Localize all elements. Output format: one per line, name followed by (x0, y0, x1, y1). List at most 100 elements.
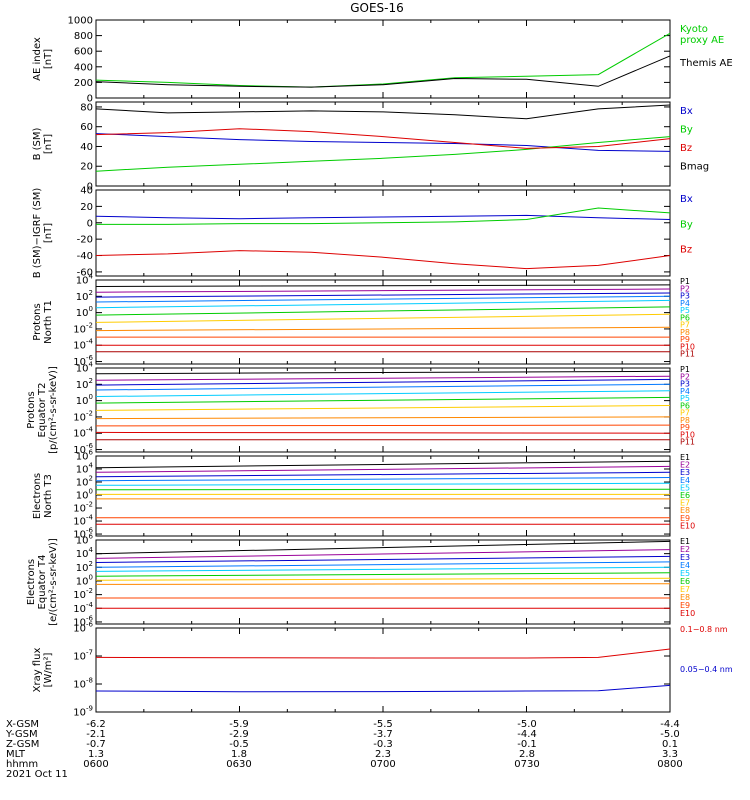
legend-entry: Bx (680, 106, 693, 117)
series-line (95, 540, 671, 555)
y-tick-label: 1000 (68, 16, 93, 27)
ephemeris-value: -0.3 (373, 739, 393, 750)
y-tick-label: 104 (76, 462, 94, 476)
ephemeris-value: -0.7 (86, 739, 106, 750)
y-tick-label: -20 (77, 235, 93, 246)
y-tick-label: -60 (77, 267, 93, 278)
legend-entry: P7 (680, 321, 690, 330)
y-axis-label: ElectronsEquator T4[e/(cm²-s-sr-keV)] (26, 538, 59, 626)
y-tick-label: 10-9 (73, 705, 93, 719)
legend-entry: P9 (680, 335, 690, 344)
y-tick-label: 10-6 (73, 621, 93, 635)
legend-entry: P8 (680, 416, 690, 425)
y-tick-label: 60 (80, 122, 93, 133)
y-tick-label: 100 (76, 305, 93, 319)
ephemeris-value: -5.0 (660, 729, 680, 740)
y-tick-label: 10-7 (73, 649, 93, 663)
series-line (95, 295, 671, 303)
legend-entry: E3 (680, 468, 690, 477)
legend-entry: E4 (680, 561, 690, 570)
panel-8: 10-6 10-7 10-8 10-9 Xray flux[W/m²] 0.1−0.8 n… (32, 621, 733, 719)
ephemeris-value: 2.8 (519, 749, 535, 760)
ephemeris-label: hhmm (6, 759, 38, 770)
plot-title: GOES-16 (350, 1, 404, 15)
y-axis-label: Xray flux[W/m²] (32, 648, 54, 693)
legend-entry: P5 (680, 306, 690, 315)
series-line (95, 32, 671, 88)
series-line (95, 577, 671, 581)
y-tick-label: 10-4 (73, 601, 93, 615)
y-tick-label: 0 (87, 182, 93, 193)
series-line (95, 250, 671, 270)
ephemeris-value: 0630 (226, 759, 251, 770)
panel-3: -60 -40 -20 0 20 40 B (SM)−IGRF (SM)[nT] Bx By Bz (32, 186, 693, 279)
ephemeris-value: -0.1 (517, 739, 537, 750)
y-tick-label: 102 (76, 475, 93, 489)
y-tick-label: 10-2 (73, 587, 93, 601)
ephemeris-label: MLT (6, 749, 26, 760)
series-line (95, 136, 671, 172)
series-line (95, 566, 671, 572)
series-line (95, 288, 671, 293)
y-tick-label: 102 (76, 377, 93, 391)
panel-frame (95, 627, 671, 713)
legend-entry: P10 (680, 430, 695, 439)
series-line (95, 424, 671, 427)
series-line (95, 684, 671, 693)
legend-entry: P3 (680, 292, 690, 301)
y-tick-label: 400 (74, 62, 93, 73)
legend-entry: E8 (680, 593, 690, 602)
panel-1: 0 200 400 600 800 1000 AE index[nT] Kyoto proxy … (32, 16, 733, 105)
legend-entry: E6 (680, 491, 690, 500)
ephemeris-value: -5.5 (373, 719, 393, 730)
legend-entry: 0.1−0.8 nm (680, 625, 728, 634)
ephemeris-value: -5.9 (229, 719, 249, 730)
series-line (95, 375, 671, 381)
series-line (95, 465, 671, 473)
legend-entry: E8 (680, 506, 690, 515)
series-line (95, 104, 671, 120)
y-tick-label: 10-8 (73, 677, 93, 691)
series-line (95, 583, 671, 585)
y-tick-label: 100 (76, 393, 93, 407)
y-tick-label: 10-2 (73, 409, 93, 423)
y-tick-label: 104 (76, 361, 94, 375)
series-line (95, 572, 671, 577)
series-line (95, 214, 671, 220)
series-line (95, 284, 671, 287)
y-axis-label: AE index[nT] (32, 37, 54, 81)
series-line (95, 128, 671, 149)
legend-entry: P7 (680, 409, 690, 418)
legend-entry: Bmag (680, 162, 709, 173)
y-tick-label: 10-4 (73, 426, 93, 440)
series-line (95, 416, 671, 420)
y-tick-label: 10-4 (73, 338, 93, 352)
legend-entry: E5 (680, 569, 690, 578)
legend-entry: By (680, 219, 693, 230)
ephemeris-value: 1.3 (88, 749, 104, 760)
series-line (95, 383, 671, 391)
series-line (95, 549, 671, 559)
series-line (95, 561, 671, 568)
legend-entry: Themis AE (679, 58, 733, 69)
y-axis-label: B (SM)[nT] (32, 127, 54, 160)
series-line (95, 299, 671, 309)
y-tick-label: -40 (77, 251, 93, 262)
y-tick-label: 20 (80, 202, 93, 213)
y-tick-label: 106 (76, 449, 94, 463)
legend-entry: P1 (680, 365, 690, 374)
legend-entry: E4 (680, 476, 690, 485)
ephemeris-label: X-GSM (6, 719, 39, 730)
y-tick-label: 10-2 (73, 321, 93, 335)
ephemeris-value: -0.5 (229, 739, 249, 750)
y-axis-label: ProtonsNorth T1 (32, 300, 54, 344)
legend-entry: E5 (680, 483, 690, 492)
legend-entry: E3 (680, 553, 690, 562)
ephemeris-value: 0600 (83, 759, 108, 770)
y-tick-label: 106 (76, 533, 94, 547)
legend-entry: P8 (680, 328, 690, 337)
series-line (95, 477, 671, 482)
